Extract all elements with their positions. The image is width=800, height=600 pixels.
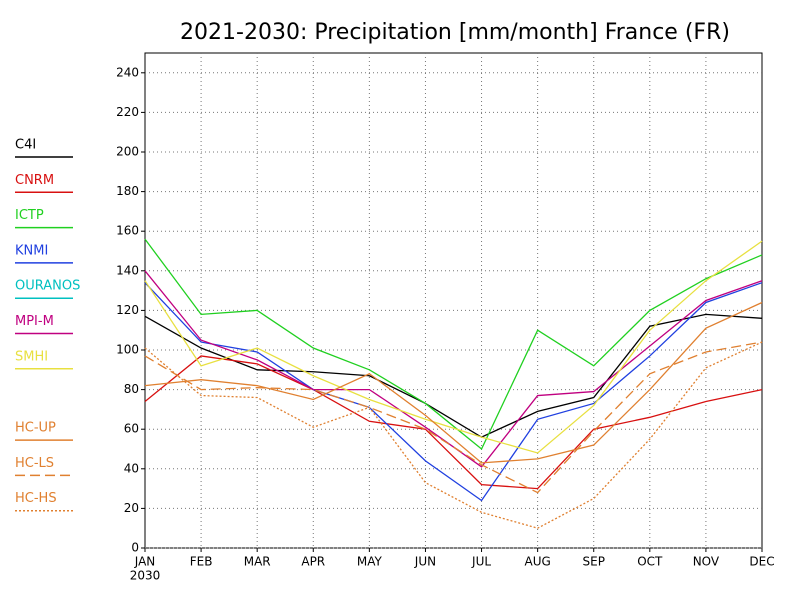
series-line: [144, 313, 763, 438]
x-tick-label: JUN: [414, 555, 436, 569]
x-tick-label: FEB: [190, 555, 213, 569]
x-tick-label: MAR: [244, 555, 271, 569]
x-tick-label: JUL: [471, 555, 491, 569]
plot-frame: [144, 52, 763, 549]
series-line: [144, 355, 763, 490]
y-tick-label: 100: [116, 343, 139, 357]
y-tick-label: 40: [124, 461, 139, 475]
x-year-label: 2030: [130, 569, 161, 583]
y-tick-label: 200: [116, 145, 139, 159]
y-tick-label: 240: [116, 65, 139, 79]
y-tick-label: 20: [124, 501, 139, 515]
x-tick-label: APR: [301, 555, 325, 569]
legend-label: HC-HS: [15, 491, 57, 506]
x-tick-label: NOV: [693, 555, 720, 569]
series-line: [144, 341, 763, 529]
y-tick-label: 140: [116, 263, 139, 277]
series-line: [144, 238, 763, 451]
legend-label: OURANOS: [15, 279, 80, 294]
x-tick-label: DEC: [749, 555, 774, 569]
legend-label: MPI-M: [15, 314, 54, 329]
x-tick-label: JAN: [134, 555, 156, 569]
y-tick-label: 60: [124, 422, 139, 436]
legend-label: HC-UP: [15, 421, 56, 436]
legend-label: C4I: [15, 138, 36, 153]
series-line: [144, 301, 763, 464]
series-line: [144, 270, 763, 468]
y-tick-label: 80: [124, 382, 139, 396]
y-tick-label: 220: [116, 105, 139, 119]
x-tick-label: OCT: [637, 555, 663, 569]
legend-label: HC-LS: [15, 456, 54, 471]
legend-label: KNMI: [15, 243, 48, 258]
legend-label: CNRM: [15, 173, 54, 188]
y-tick-label: 0: [131, 541, 139, 555]
chart-title: 2021-2030: Precipitation [mm/month] Fran…: [180, 20, 730, 45]
x-tick-label: MAY: [357, 555, 383, 569]
y-tick-label: 160: [116, 224, 139, 238]
series-line: [144, 282, 763, 502]
x-tick-label: AUG: [524, 555, 550, 569]
series-line: [144, 341, 763, 494]
y-tick-label: 120: [116, 303, 139, 317]
legend-label: ICTP: [15, 208, 44, 223]
x-tick-label: SEP: [583, 555, 605, 569]
legend-label: SMHI: [15, 349, 48, 364]
y-tick-label: 180: [116, 184, 139, 198]
series-line: [144, 240, 763, 454]
